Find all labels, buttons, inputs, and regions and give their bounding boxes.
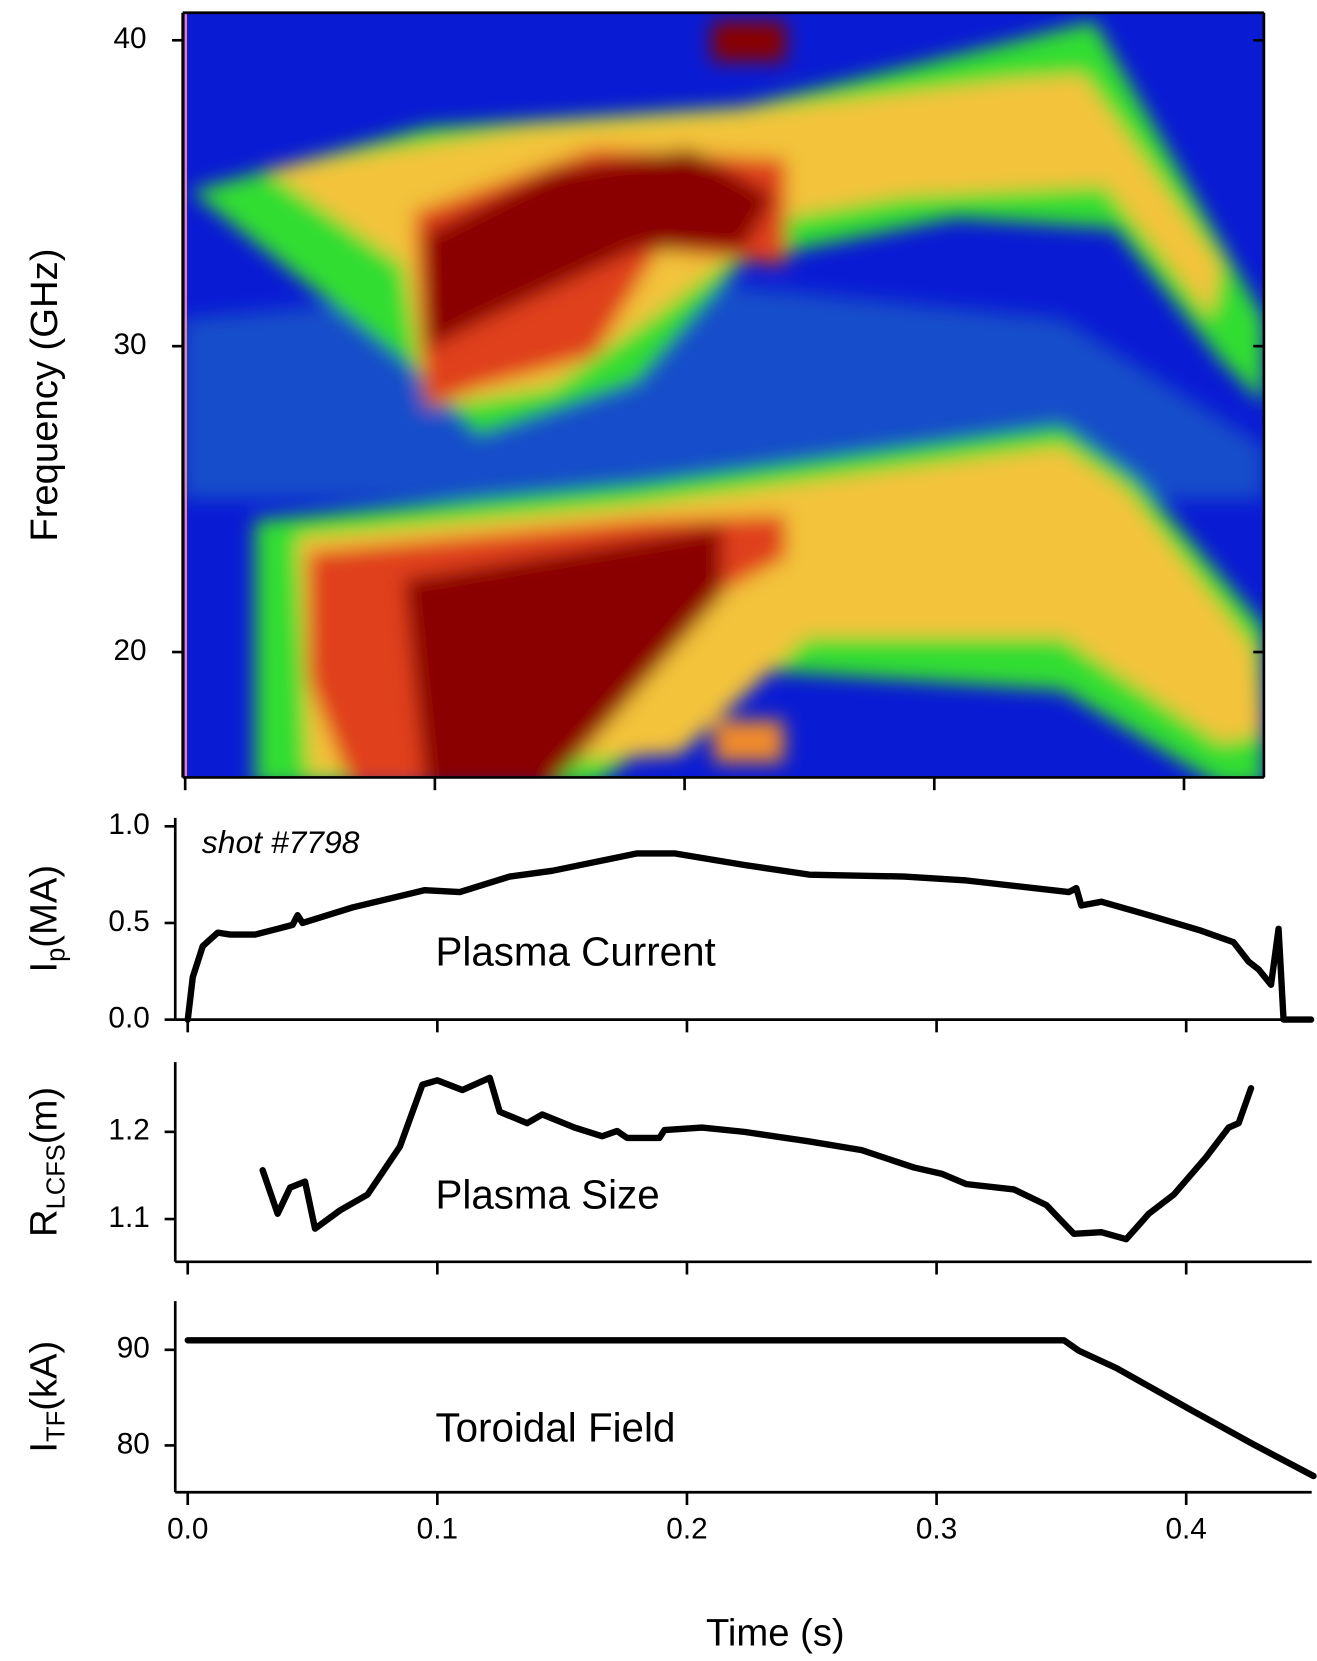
y-label-subscript: p [42,948,70,962]
panel-label: Plasma Size [435,1172,659,1218]
y-tick-label: 0.5 [108,905,149,938]
y-label-subscript: TF [42,1411,70,1442]
y-axis-label: Ip(MA) [23,865,70,973]
y-label-symbol: I [23,1442,66,1453]
spectrogram-image [182,12,1264,778]
panel-label: Toroidal Field [435,1405,675,1451]
y-tick-label: 1.0 [108,808,149,841]
y-tick-label: 1.2 [108,1114,149,1147]
y-axis-label: ITF(kA) [23,1341,70,1453]
data-line [184,850,1315,1023]
y-tick-label: 30 [114,328,147,361]
plot-root: 20 30 40 Frequency (GHz) 0.0 0.5 1.0 Ip(MA) shot… [23,11,1317,1655]
y-tick-label: 40 [114,22,147,55]
y-label-subscript: LCFS [42,1144,70,1209]
y-label-symbol: R [23,1209,66,1237]
y-tick-label: 80 [117,1427,150,1460]
data-line [259,1074,1255,1243]
spectrogram-intensity [182,21,1264,778]
x-tick-label: 0.2 [666,1512,707,1545]
y-axis-label: Frequency (GHz) [23,249,66,542]
y-label-unit: (MA) [23,865,66,948]
panel-label: Plasma Current [435,929,715,975]
x-tick-label: 0.3 [916,1512,957,1545]
y-tick-label: 90 [117,1332,150,1365]
data-line [184,1337,1317,1480]
y-tick-label: 1.1 [108,1201,149,1234]
x-tick-label: 0.0 [167,1512,208,1545]
y-label-unit: (kA) [23,1341,66,1411]
x-tick-label: 0.1 [417,1512,458,1545]
annotation: shot #7798 [202,824,360,860]
y-tick-label: 20 [114,634,147,667]
y-label-unit: (m) [23,1087,66,1144]
y-axis-label: RLCFS(m) [23,1087,70,1237]
y-label-symbol: I [23,962,66,973]
x-axis-label: Time (s) [706,1612,845,1655]
y-tick-label: 0.0 [108,1001,149,1034]
x-tick-label: 0.4 [1166,1512,1207,1545]
